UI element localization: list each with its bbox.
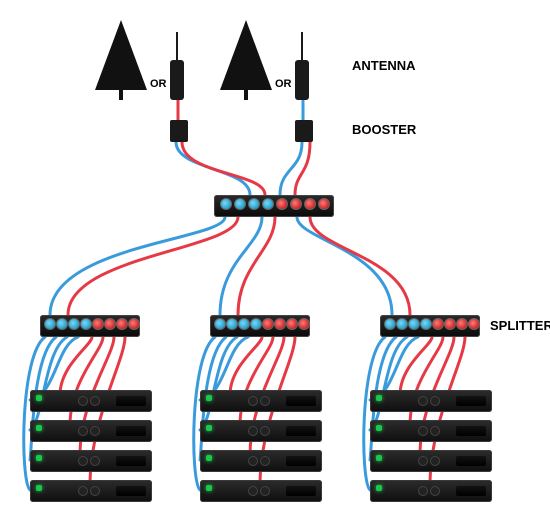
receiver-unit (200, 450, 322, 472)
knob (90, 456, 100, 466)
knob (260, 486, 270, 496)
splitter-port (92, 318, 104, 330)
splitter-port (432, 318, 444, 330)
splitter-port (384, 318, 396, 330)
knob (90, 486, 100, 496)
splitter-port (220, 198, 232, 210)
knob (430, 486, 440, 496)
knob (418, 426, 428, 436)
knob (260, 426, 270, 436)
knob (418, 396, 428, 406)
knob (90, 426, 100, 436)
receiver-unit (200, 480, 322, 502)
antenna-mast (244, 90, 248, 100)
receiver-unit (30, 420, 152, 442)
knob (90, 396, 100, 406)
splitter-port (68, 318, 80, 330)
splitter-port (80, 318, 92, 330)
knob (430, 426, 440, 436)
splitter-port (304, 198, 316, 210)
receiver-unit (370, 480, 492, 502)
power-led (36, 455, 42, 461)
knob (78, 486, 88, 496)
antenna-mast (119, 90, 123, 100)
booster (170, 120, 188, 142)
receiver-unit (30, 480, 152, 502)
splitter-port (444, 318, 456, 330)
receiver-unit (200, 420, 322, 442)
splitter-port (468, 318, 480, 330)
knob (248, 426, 258, 436)
knob (248, 396, 258, 406)
antenna-label: ANTENNA (352, 58, 416, 73)
main-splitter (214, 195, 334, 217)
splitter-label: SPLITTER (490, 318, 550, 333)
power-led (376, 455, 382, 461)
splitter-port (456, 318, 468, 330)
receiver-unit (370, 390, 492, 412)
power-led (36, 395, 42, 401)
splitter-port (420, 318, 432, 330)
power-led (206, 395, 212, 401)
splitter-port (290, 198, 302, 210)
splitter-port (238, 318, 250, 330)
splitter-port (128, 318, 140, 330)
knob (430, 396, 440, 406)
splitter-port (234, 198, 246, 210)
splitter-port (250, 318, 262, 330)
or-label: OR (275, 78, 292, 90)
sub-splitter (380, 315, 480, 337)
receiver-unit (370, 450, 492, 472)
receiver-unit (200, 390, 322, 412)
diagram-stage: OR OR ANTENNA BOOSTER SPLITTER (0, 0, 550, 505)
power-led (376, 395, 382, 401)
knob (418, 456, 428, 466)
or-label: OR (150, 78, 167, 90)
splitter-port (262, 198, 274, 210)
power-led (206, 485, 212, 491)
splitter-port (56, 318, 68, 330)
splitter-port (298, 318, 310, 330)
knob (248, 456, 258, 466)
splitter-port (318, 198, 330, 210)
power-led (376, 485, 382, 491)
booster (295, 120, 313, 142)
receiver-unit (30, 390, 152, 412)
power-led (36, 485, 42, 491)
splitter-port (44, 318, 56, 330)
sub-splitter (40, 315, 140, 337)
knob (430, 456, 440, 466)
receiver-unit (30, 450, 152, 472)
splitter-port (104, 318, 116, 330)
splitter-port (262, 318, 274, 330)
antenna-paddle (220, 20, 272, 90)
splitter-port (248, 198, 260, 210)
antenna-stick (295, 60, 309, 100)
splitter-port (116, 318, 128, 330)
booster-label: BOOSTER (352, 122, 416, 137)
antenna-stick (170, 60, 184, 100)
power-led (206, 455, 212, 461)
sub-splitter (210, 315, 310, 337)
knob (78, 456, 88, 466)
knob (418, 486, 428, 496)
receiver-unit (370, 420, 492, 442)
knob (260, 456, 270, 466)
knob (260, 396, 270, 406)
splitter-port (396, 318, 408, 330)
splitter-port (408, 318, 420, 330)
knob (78, 396, 88, 406)
power-led (36, 425, 42, 431)
power-led (376, 425, 382, 431)
antenna-paddle (95, 20, 147, 90)
power-led (206, 425, 212, 431)
knob (78, 426, 88, 436)
splitter-port (286, 318, 298, 330)
splitter-port (276, 198, 288, 210)
knob (248, 486, 258, 496)
splitter-port (214, 318, 226, 330)
splitter-port (226, 318, 238, 330)
splitter-port (274, 318, 286, 330)
